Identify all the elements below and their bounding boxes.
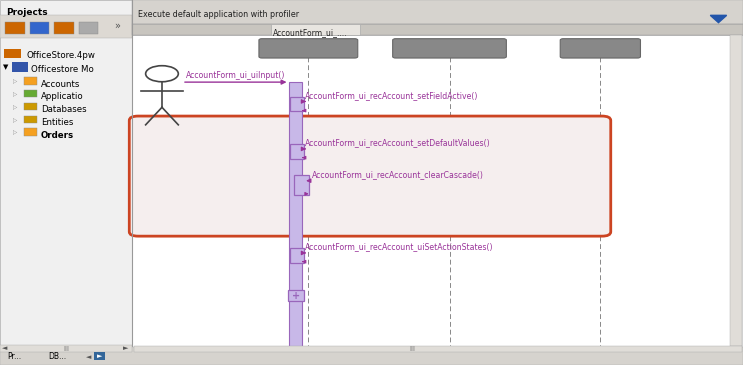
FancyBboxPatch shape (271, 24, 360, 35)
Text: AccountForm_ui_recAccount_setFieldActive(): AccountForm_ui_recAccount_setFieldActive… (305, 91, 478, 100)
FancyBboxPatch shape (24, 128, 37, 136)
Text: Orders: Orders (41, 131, 74, 140)
FancyBboxPatch shape (24, 103, 37, 110)
FancyBboxPatch shape (24, 116, 37, 123)
FancyBboxPatch shape (54, 22, 74, 34)
FancyBboxPatch shape (5, 22, 25, 34)
Text: Entities: Entities (41, 118, 74, 127)
FancyBboxPatch shape (290, 82, 302, 347)
FancyBboxPatch shape (290, 248, 305, 263)
FancyBboxPatch shape (94, 352, 105, 360)
Text: AccountForm_ui_recAccount_uiSetActionStates(): AccountForm_ui_recAccount_uiSetActionSta… (305, 242, 493, 251)
Text: AccountForm_ui_uiInput(): AccountForm_ui_uiInput() (186, 70, 285, 80)
Text: »: » (114, 20, 120, 31)
Text: ▷: ▷ (13, 118, 18, 123)
FancyBboxPatch shape (294, 175, 309, 195)
FancyBboxPatch shape (259, 39, 358, 58)
FancyBboxPatch shape (392, 39, 507, 58)
FancyBboxPatch shape (4, 49, 21, 58)
Text: Accounts: Accounts (41, 80, 80, 89)
Text: III: III (63, 346, 69, 351)
FancyBboxPatch shape (79, 22, 98, 34)
Text: Officestore Mo: Officestore Mo (31, 65, 94, 74)
Text: Execute default application with profiler: Execute default application with profile… (138, 10, 299, 19)
Text: ◄: ◄ (2, 346, 7, 351)
FancyBboxPatch shape (290, 144, 305, 159)
Text: AccountForm_uidata.4gl: AccountForm_uidata.4gl (395, 44, 504, 53)
Text: AccountForm_ui_....: AccountForm_ui_.... (273, 28, 348, 37)
Text: OfficeStore.4pw: OfficeStore.4pw (26, 51, 95, 60)
Text: III: III (409, 346, 415, 352)
Text: Unresolved: Unresolved (575, 44, 626, 53)
Text: ◄: ◄ (86, 354, 91, 360)
FancyBboxPatch shape (0, 347, 743, 365)
Polygon shape (710, 15, 727, 23)
Text: DB...: DB... (48, 352, 66, 361)
FancyBboxPatch shape (730, 35, 742, 346)
Text: AccountForm_ui.4gl: AccountForm_ui.4gl (264, 44, 353, 53)
Text: ▷: ▷ (13, 105, 18, 110)
Text: Databases: Databases (41, 105, 86, 114)
FancyBboxPatch shape (30, 22, 49, 34)
Text: ▷: ▷ (13, 80, 18, 85)
FancyBboxPatch shape (0, 15, 132, 38)
Text: +: + (292, 291, 299, 301)
Text: ►: ► (123, 346, 129, 351)
FancyBboxPatch shape (132, 24, 743, 35)
FancyBboxPatch shape (0, 345, 132, 352)
FancyBboxPatch shape (132, 0, 743, 24)
Text: ▼: ▼ (3, 65, 8, 70)
FancyBboxPatch shape (24, 77, 37, 85)
FancyBboxPatch shape (129, 116, 611, 236)
FancyBboxPatch shape (290, 97, 305, 111)
Text: Applicatio: Applicatio (41, 92, 83, 101)
FancyBboxPatch shape (560, 39, 640, 58)
Text: Projects: Projects (6, 8, 48, 17)
Text: ►: ► (97, 353, 103, 359)
Text: AccountForm_ui_recAccount_setDefaultValues(): AccountForm_ui_recAccount_setDefaultValu… (305, 138, 490, 147)
FancyBboxPatch shape (288, 290, 304, 301)
Text: AccountForm_ui_recAccount_clearCascade(): AccountForm_ui_recAccount_clearCascade() (312, 170, 484, 179)
FancyBboxPatch shape (24, 90, 37, 97)
Text: ▷: ▷ (13, 131, 18, 136)
FancyBboxPatch shape (0, 0, 132, 365)
Text: ▷: ▷ (13, 92, 18, 97)
Text: Pr...: Pr... (7, 352, 22, 361)
FancyBboxPatch shape (12, 62, 28, 72)
FancyBboxPatch shape (132, 35, 742, 347)
FancyBboxPatch shape (134, 346, 742, 352)
